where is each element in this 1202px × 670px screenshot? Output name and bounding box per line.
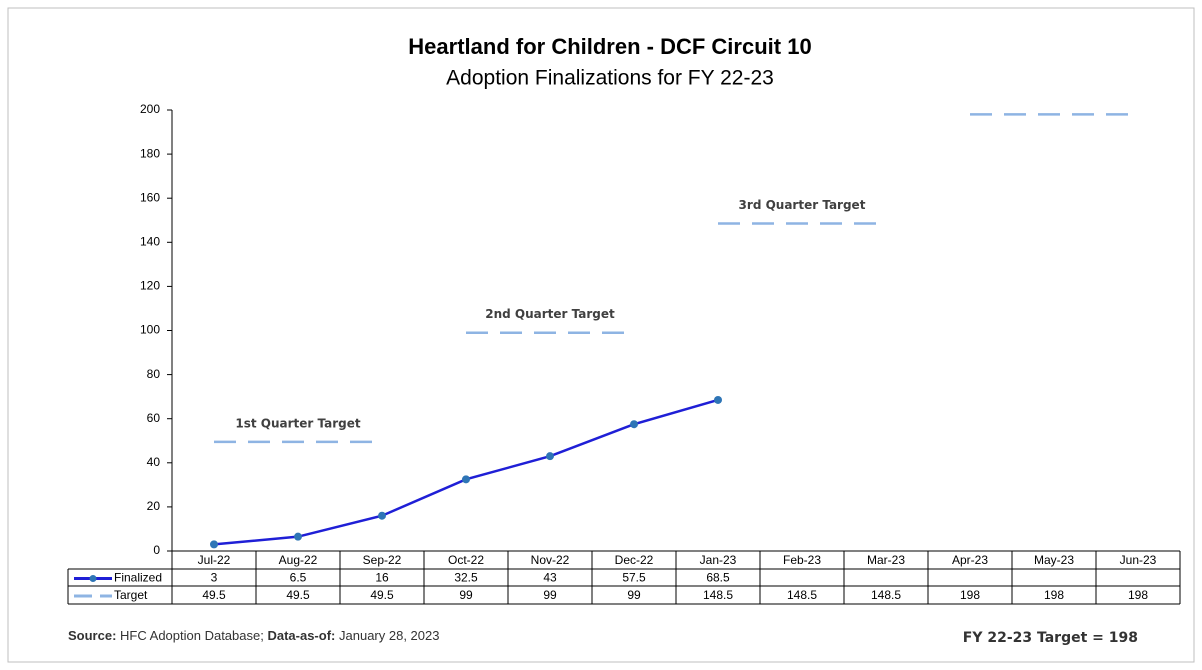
table-value: 16 (375, 571, 389, 585)
table-value: 6.5 (290, 571, 307, 585)
point (294, 532, 302, 541)
chart-title: Heartland for Children - DCF Circuit 10 (408, 34, 811, 59)
point (210, 540, 218, 549)
x-tick-label: Sep-22 (363, 553, 402, 567)
point (714, 395, 722, 404)
y-tick-label: 120 (140, 279, 160, 293)
table-value: 148.5 (787, 588, 817, 602)
x-tick-label: Jan-23 (700, 553, 737, 567)
y-tick-label: 100 (140, 323, 160, 337)
table-value: 49.5 (202, 588, 226, 602)
asof: January 28, 2023 (339, 628, 439, 643)
table-value: 148.5 (703, 588, 733, 602)
x-tick-label: Feb-23 (783, 553, 821, 567)
legend-label: Finalized (114, 571, 162, 585)
y-tick-label: 160 (140, 190, 160, 204)
table-value: 148.5 (871, 588, 901, 602)
point (630, 420, 638, 429)
table-value: 32.5 (454, 571, 478, 585)
annotation: 3rd Quarter Target (739, 198, 866, 212)
x-tick-label: Apr-23 (952, 553, 988, 567)
y-tick-label: 140 (140, 234, 160, 248)
source-label: Source: (68, 628, 116, 643)
annotation: 2nd Quarter Target (485, 307, 615, 321)
table-value: 49.5 (286, 588, 310, 602)
x-tick-label: Jun-23 (1120, 553, 1157, 567)
y-tick-label: 20 (147, 499, 161, 513)
y-tick-label: 180 (140, 146, 160, 160)
table-value: 198 (1128, 588, 1148, 602)
x-tick-label: May-23 (1034, 553, 1074, 567)
x-tick-label: Oct-22 (448, 553, 484, 567)
y-tick-label: 80 (147, 367, 161, 381)
y-tick-label: 40 (147, 455, 161, 469)
x-tick-label: Dec-22 (615, 553, 654, 567)
table-value: 198 (1044, 588, 1064, 602)
table-value: 43 (543, 571, 557, 585)
y-tick-label: 60 (147, 411, 161, 425)
table-value: 99 (627, 588, 641, 602)
legend-label: Target (114, 588, 148, 602)
asof-label: Data-as-of: (267, 628, 335, 643)
x-tick-label: Mar-23 (867, 553, 905, 567)
table-value: 198 (960, 588, 980, 602)
x-tick-label: Aug-22 (279, 553, 318, 567)
annotation: 1st Quarter Target (235, 416, 361, 430)
point (462, 475, 470, 484)
table-value: 57.5 (622, 571, 646, 585)
table-value: 99 (543, 588, 557, 602)
legend-marker (89, 575, 97, 582)
table-value: 68.5 (706, 571, 730, 585)
y-tick-label: 0 (153, 543, 160, 557)
x-tick-label: Jul-22 (198, 553, 231, 567)
point (378, 511, 386, 520)
table-value: 99 (459, 588, 473, 602)
source: HFC Adoption Database; (120, 628, 264, 643)
target-note: FY 22-23 Target = 198 (963, 630, 1138, 646)
x-tick-label: Nov-22 (531, 553, 570, 567)
table-value: 3 (211, 571, 218, 585)
y-tick-label: 200 (140, 102, 160, 116)
footer-source: Source: HFC Adoption Database; Data-as-o… (68, 628, 439, 643)
point (546, 452, 554, 461)
table-value: 49.5 (370, 588, 394, 602)
chart-subtitle: Adoption Finalizations for FY 22-23 (446, 67, 774, 90)
chart-border (7, 7, 1195, 663)
